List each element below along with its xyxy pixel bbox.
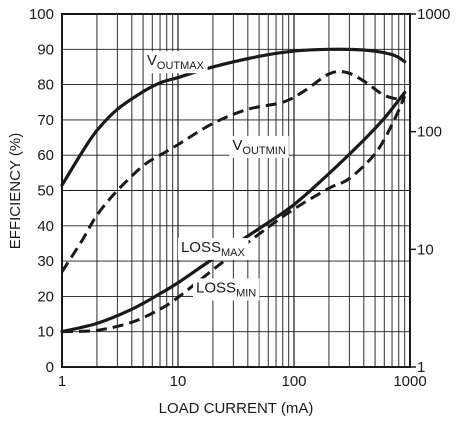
y-tick-label: 80: [37, 77, 54, 94]
plot-frame: [61, 13, 411, 368]
y-tick-label: 60: [37, 147, 54, 164]
series-label-text: LOSSMIN: [196, 279, 256, 299]
series-label-main: V: [147, 52, 157, 69]
right-axis-tick-label: 10: [417, 241, 434, 258]
right-axis-tick-label: 1000: [417, 6, 450, 23]
x-axis-ticks: 1 10 100 1000: [58, 373, 427, 390]
y-tick-label: 30: [37, 253, 54, 270]
y-tick-label: 50: [37, 183, 54, 200]
series-label-loss-min: LOSSMIN: [193, 278, 260, 301]
right-axis-tick-label: 1: [417, 359, 425, 376]
x-tick-label: 10: [170, 373, 187, 390]
x-tick-label: 1: [58, 373, 66, 390]
x-tick-label: 100: [281, 373, 306, 390]
right-axis-tick-label: 100: [417, 124, 442, 141]
series-label-loss-max: LOSSMAX: [177, 237, 249, 260]
x-tick-label: 1000: [393, 373, 426, 390]
y-tick-label: 100: [29, 6, 54, 23]
series-label-text: LOSSMAX: [181, 239, 246, 259]
series-label-sub: OUTMAX: [157, 60, 205, 72]
y-tick-label: 20: [37, 288, 54, 305]
series-label-text: VOUTMAX: [147, 52, 205, 72]
series-label-main: V: [232, 137, 242, 154]
series-label-sub: OUTMIN: [242, 145, 285, 157]
series-label-bg: [193, 278, 260, 301]
grid: [62, 14, 410, 367]
y-tick-label: 10: [37, 324, 54, 341]
series-label-vout-max: VOUTMAX: [143, 51, 208, 74]
y-tick-label: 40: [37, 218, 54, 235]
series-label-sub: MAX: [221, 247, 246, 259]
series-line-loss-min: [61, 95, 407, 334]
series-label-main: LOSS: [196, 279, 236, 296]
series-label-bg: [143, 51, 208, 74]
y-tick-label: 0: [46, 359, 54, 376]
series-label-sub: MIN: [236, 287, 256, 299]
series-label-bg: [177, 237, 249, 260]
series-label-text: VOUTMIN: [232, 137, 285, 157]
y-axis-title: EFFICIENCY (%): [7, 133, 24, 249]
y-tick-label: 70: [37, 112, 54, 129]
x-axis-title: LOAD CURRENT (mA): [159, 400, 314, 417]
y-tick-label: 90: [37, 41, 54, 58]
right-axis-ticks: 1 10 100 1000: [410, 6, 450, 376]
series-label-main: LOSS: [181, 239, 221, 256]
series-label-vout-min: VOUTMIN: [229, 135, 289, 158]
series-label-bg: [229, 135, 289, 158]
y-axis-ticks: 0 10 20 30 40 50 60 70 80 90 100: [29, 6, 54, 376]
